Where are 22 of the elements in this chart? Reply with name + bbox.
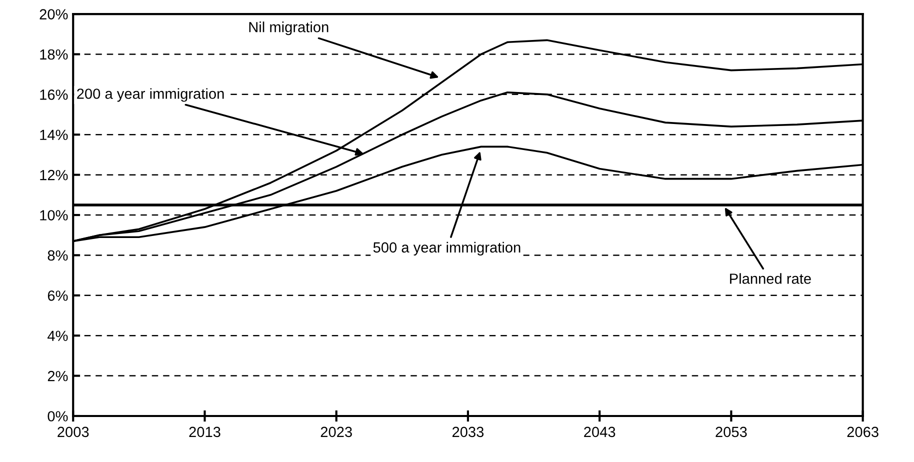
- annotation: Planned rate: [730, 273, 811, 284]
- y-tick-label: 14%: [40, 130, 68, 140]
- y-tick-label: 12%: [40, 170, 68, 180]
- y-tick-label: 10%: [40, 210, 68, 220]
- y-tick-label: 20%: [40, 9, 68, 20]
- y-tick-label: 6%: [48, 290, 68, 301]
- annotation: Nil migration: [249, 22, 328, 36]
- x-tick-label: 2013: [189, 426, 220, 438]
- y-tick-label: 16%: [40, 90, 68, 100]
- x-tick-label: 2063: [847, 426, 878, 438]
- x-tick-label: 2043: [584, 426, 616, 438]
- x-tick-label: 2003: [58, 426, 89, 438]
- y-tick-label: 0%: [48, 411, 68, 422]
- y-tick-label: 8%: [48, 250, 68, 261]
- x-tick-label: 2023: [320, 426, 352, 438]
- annotation: 200 a year immigration: [77, 88, 224, 102]
- y-tick-label: 18%: [40, 49, 68, 60]
- y-tick-label: 2%: [48, 370, 68, 382]
- y-tick-label: 4%: [48, 330, 68, 341]
- annotation: 500 a year immigration: [373, 242, 520, 256]
- x-tick-label: 2053: [716, 426, 747, 438]
- x-tick-label: 2033: [452, 426, 484, 438]
